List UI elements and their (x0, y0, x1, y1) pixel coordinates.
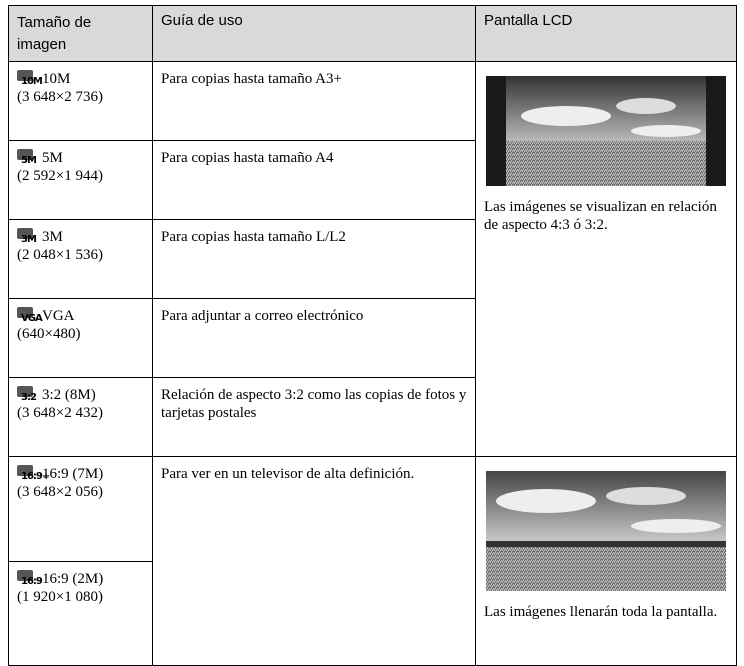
resolution: (3 648×2 432) (17, 405, 103, 421)
size-cell: 3:2 3:2 (8M) (3 648×2 432) (8, 377, 153, 457)
resolution: (2 592×1 944) (17, 168, 103, 184)
size-icon: 3:2 (17, 386, 39, 403)
guide-cell: Relación de aspecto 3:2 como las copias … (152, 377, 476, 457)
lcd-photo-4-3 (486, 76, 726, 186)
guide-cell: Para copias hasta tamaño A3+ (152, 61, 476, 141)
size-icon: 3M (17, 228, 39, 245)
size-icon: 16:9 (17, 569, 43, 587)
header-cell: Tamaño de imagen (8, 5, 153, 62)
size-icon: 16:9+ (17, 465, 50, 482)
size-cell: 5M 5M (2 592×1 944) (8, 140, 153, 220)
lcd-note: Las imágenes llenarán toda la pantalla. (484, 604, 718, 620)
size-icon: VGA (17, 307, 43, 324)
resolution: (1 920×1 080) (17, 588, 103, 605)
resolution: (3 648×2 056) (17, 484, 103, 500)
icon-body (17, 465, 33, 476)
size-name: 3:2 (8M) (42, 387, 96, 403)
guide-cell: Para ver en un televisor de alta definic… (152, 456, 476, 666)
size-table: Tamaño de imagen Guía de uso Pantalla LC… (8, 5, 737, 666)
guide-cell: Para copias hasta tamaño A4 (152, 140, 476, 220)
size-name: 16:9 (7M) (42, 466, 104, 482)
guide-text: Para ver en un televisor de alta definic… (161, 466, 415, 482)
lcd-photo-16-9 (486, 471, 726, 591)
size-icon: 5M (17, 149, 39, 166)
guide-text: Para copias hasta tamaño A4 (161, 150, 334, 166)
header-text: Guía de uso (161, 12, 243, 29)
size-icon: 10M (17, 70, 43, 87)
size-row: 10M 10M (3 648×2 736) Para copias hasta tam… (8, 61, 737, 457)
size-row: VGA VGA (640×480) Para adjuntar a correo el… (8, 298, 737, 378)
icon-label: 3:2 (21, 392, 37, 403)
icon-body (17, 228, 33, 239)
size-row: 16:9+ 16:9 (7M) (3 648×2 056) Para ver en … (8, 456, 737, 666)
icon-body (17, 307, 33, 318)
lcd-cell: Las imágenes llenarán toda la pantalla. (475, 456, 737, 666)
guide-cell: Para copias hasta tamaño L/L2 (152, 219, 476, 299)
size-name: VGA (42, 308, 75, 324)
size-name: 16:9 (2M) (42, 570, 104, 587)
size-name: 10M (42, 71, 71, 87)
size-row: 5M 5M (2 592×1 944) Para copias hasta tamañ… (8, 140, 737, 220)
icon-body (17, 386, 33, 397)
size-cell: 16:9+ 16:9 (7M) (3 648×2 056) (8, 456, 153, 562)
header-text: Pantalla LCD (484, 12, 573, 29)
icon-label: 3M (21, 234, 37, 245)
lcd-cell: Las imágenes se visualizan en relación d… (475, 61, 737, 457)
header-text: Tamaño de imagen (17, 14, 92, 53)
size-row: 16:9 16:9 (2M) (1 920×1 080) (8, 560, 737, 666)
resolution: (3 648×2 736) (17, 89, 103, 105)
guide-text: Para adjuntar a correo electrónico (161, 308, 364, 324)
size-cell: 16:9 16:9 (2M) (1 920×1 080) (8, 560, 153, 666)
guide-text: Para copias hasta tamaño A3+ (161, 71, 342, 87)
size-row: 3:2 3:2 (8M) (3 648×2 432) Relación de aspe… (8, 377, 737, 457)
header-row: Tamaño de imagen Guía de uso Pantalla LC… (8, 5, 737, 62)
guide-text: Relación de aspecto 3:2 como las copias … (161, 387, 467, 421)
icon-label: 5M (21, 155, 37, 166)
guide-cell: Para adjuntar a correo electrónico (152, 298, 476, 378)
resolution: (2 048×1 536) (17, 247, 103, 263)
header-cell: Guía de uso (152, 5, 476, 62)
icon-label: 16:9 (21, 575, 43, 587)
lcd-note: Las imágenes se visualizan en relación d… (484, 199, 717, 233)
icon-label: VGA (21, 313, 43, 324)
size-name: 5M (42, 150, 63, 166)
icon-label: 10M (21, 76, 43, 87)
icon-label: 16:9+ (21, 471, 50, 482)
size-cell: 3M 3M (2 048×1 536) (8, 219, 153, 299)
icon-body (17, 70, 33, 81)
size-row: 3M 3M (2 048×1 536) Para copias hasta tamañ… (8, 219, 737, 299)
guide-text: Para copias hasta tamaño L/L2 (161, 229, 346, 245)
resolution: (640×480) (17, 326, 81, 342)
size-cell: 10M 10M (3 648×2 736) (8, 61, 153, 141)
size-name: 3M (42, 229, 63, 245)
size-cell: VGA VGA (640×480) (8, 298, 153, 378)
icon-body (17, 149, 33, 160)
icon-body (17, 569, 33, 581)
header-cell: Pantalla LCD (475, 5, 737, 62)
